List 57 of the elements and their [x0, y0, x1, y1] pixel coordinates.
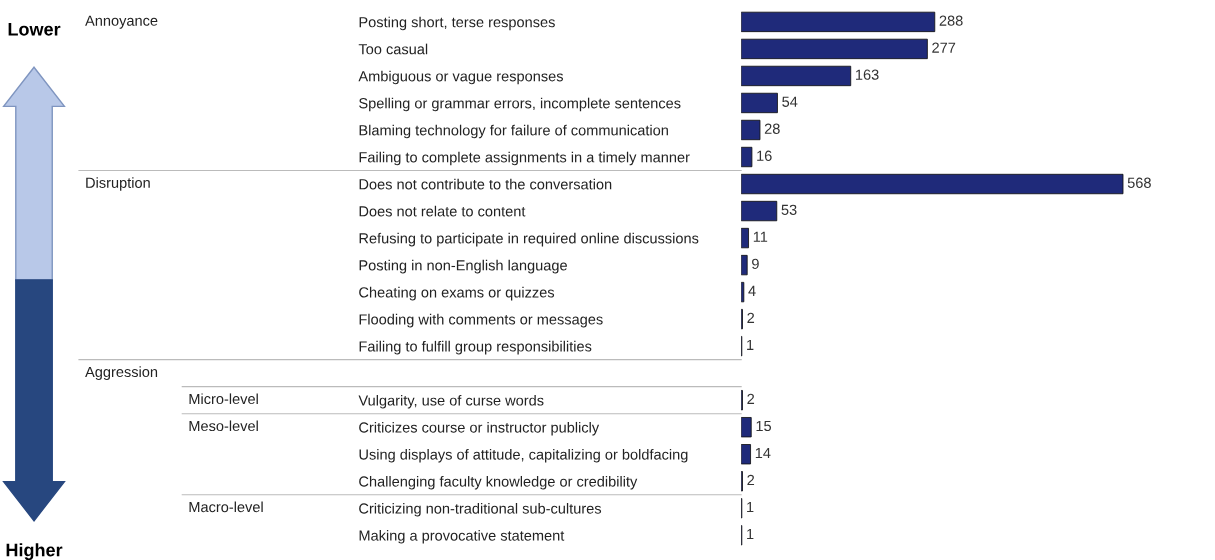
bar	[741, 11, 936, 33]
data-label: 14	[755, 447, 771, 458]
data-label: 16	[757, 150, 772, 161]
y-tick-label: Does not relate to content	[359, 205, 526, 217]
text: Micro-level	[189, 393, 258, 405]
data-label: 1	[747, 339, 754, 350]
data-label: 28	[764, 123, 780, 134]
y-tick-label: Criticizes course or instructor publicly	[359, 421, 600, 436]
data-label: 288	[939, 15, 963, 26]
data-label: 11	[753, 231, 768, 242]
data-label: 568	[1127, 177, 1151, 188]
data-label: 53	[781, 204, 797, 215]
y-tick-label: Using displays of attitude, capitalizing or boldfacing	[359, 448, 688, 463]
bar	[741, 254, 748, 276]
data-label: 1	[747, 529, 754, 540]
text: Annoyance	[85, 15, 158, 29]
y-tick-label: Challenging faculty knowledge or credibility	[359, 475, 638, 490]
text: Lower	[8, 23, 61, 36]
y-tick-label: Does not contribute to the conversation	[359, 178, 612, 190]
y-tick-label: Too casual	[358, 43, 428, 55]
text: Macro-level	[189, 501, 263, 513]
text: Disruption	[86, 177, 150, 191]
y-tick-label: Failing to fulfill group responsibilities	[359, 340, 592, 355]
y-tick-label: Posting in non-English language	[359, 259, 567, 274]
text: Aggression	[85, 366, 158, 380]
bar	[741, 417, 752, 438]
data-label: 2	[747, 393, 755, 404]
bar	[741, 146, 753, 168]
y-tick-label: Failing to complete assignments in a timely manner	[359, 151, 690, 166]
data-label: 2	[747, 312, 755, 323]
data-label: 54	[782, 96, 798, 107]
data-label: 277	[932, 42, 956, 53]
y-tick-label: Refusing to participate in required online discussions	[359, 232, 699, 247]
y-tick-label: Spelling or grammar errors, incomplete sentences	[359, 97, 681, 112]
data-label: 2	[747, 474, 755, 486]
y-tick-label: Posting short, terse responses	[359, 16, 555, 31]
bar	[741, 173, 1124, 195]
bar	[741, 119, 761, 141]
y-tick-label: Ambiguous or vague responses	[358, 70, 563, 85]
data-label: 15	[756, 420, 772, 432]
y-tick-label: Making a provocative statement	[359, 530, 565, 544]
bar	[741, 444, 751, 465]
data-label: 1	[747, 502, 754, 513]
y-tick-label: Vulgarity, use of curse words	[358, 394, 544, 409]
bar	[741, 200, 778, 222]
bar	[741, 92, 778, 114]
text: Meso-level	[189, 420, 258, 432]
bar	[741, 65, 852, 87]
y-tick-label: Cheating on exams or quizzes	[359, 286, 555, 301]
data-label: 163	[856, 69, 879, 80]
bar	[741, 38, 928, 60]
y-tick-label: Flooding with comments or messages	[359, 313, 603, 328]
text: Higher	[6, 543, 63, 560]
data-label: 4	[748, 285, 756, 296]
data-label: 9	[752, 258, 759, 269]
y-tick-label: Blaming technology for failure of communication	[359, 124, 668, 139]
y-tick-label: Criticizing non-traditional sub-cultures	[359, 502, 602, 517]
